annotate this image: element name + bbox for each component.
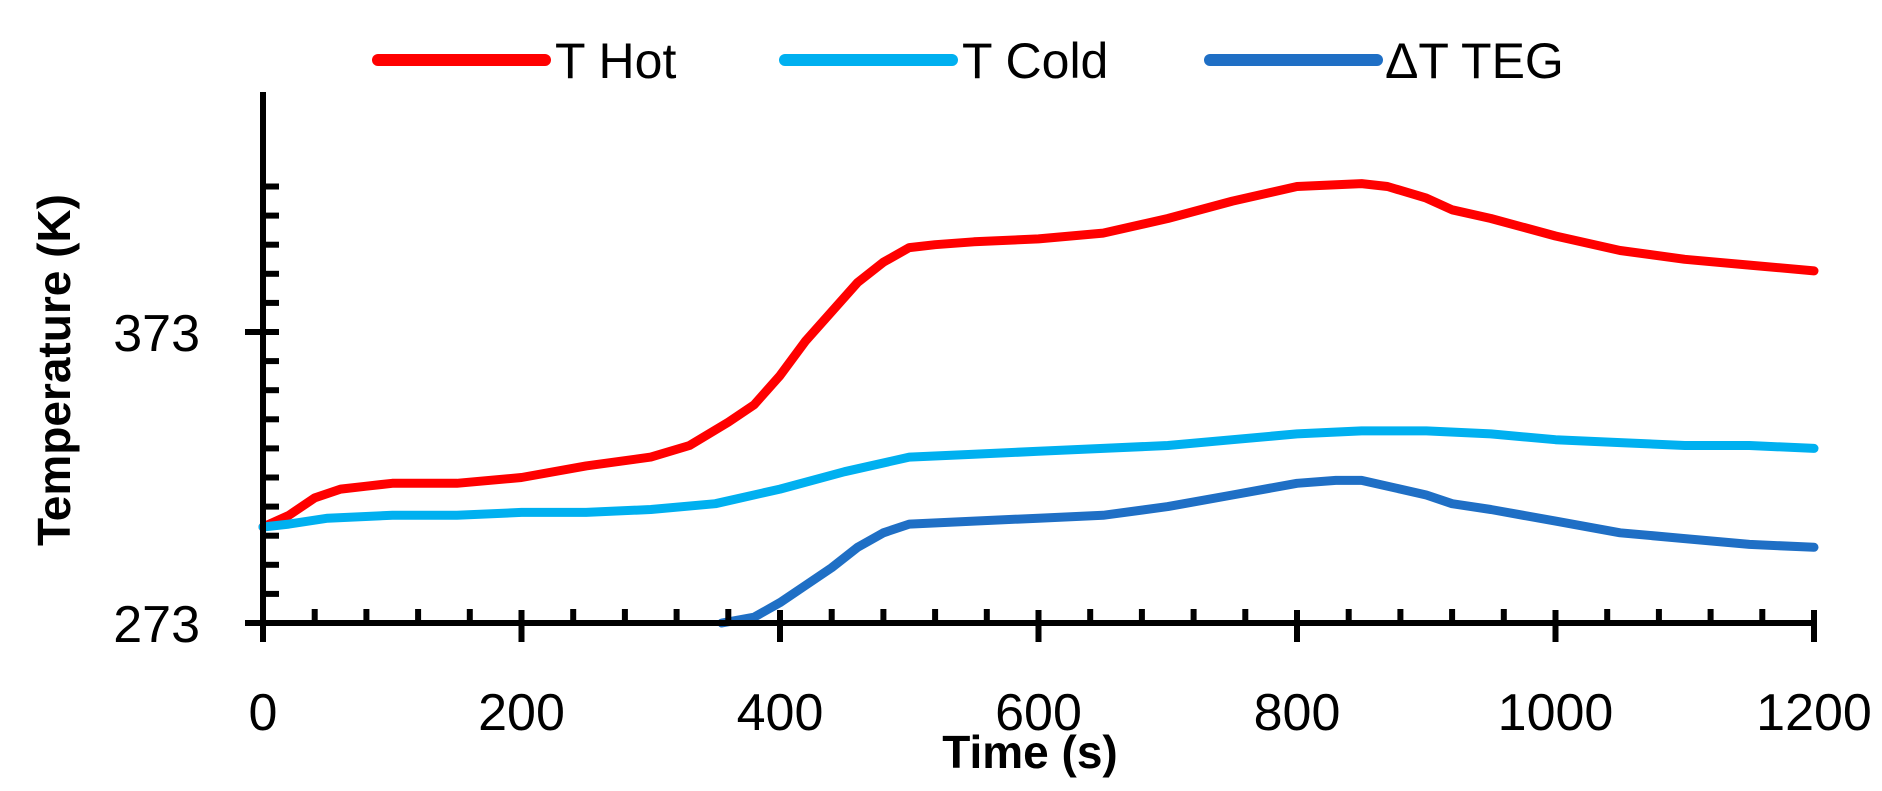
x-tick-label: 1200 (1756, 684, 1872, 742)
y-tick-label: 273 (113, 596, 200, 654)
x-tick-label: 400 (737, 684, 824, 742)
x-axis-title: Time (s) (942, 726, 1118, 778)
series-line-1 (258, 426, 1819, 532)
x-tick-label: 800 (1254, 684, 1341, 742)
x-tick-label: 200 (478, 684, 565, 742)
series-layer (258, 179, 1819, 628)
x-tick-label: 600 (995, 684, 1082, 742)
x-tick-label: 0 (249, 684, 278, 742)
y-axis-title: Temperature (K) (28, 194, 80, 546)
axes-layer: 273 373 0 200 400 600 800 1000 1200 (113, 92, 1872, 742)
legend: T Hot T Cold ΔT TEG (372, 33, 1564, 89)
x-tick-label: 1000 (1498, 684, 1614, 742)
legend-label-1: T Cold (962, 33, 1108, 89)
legend-label-0: T Hot (555, 33, 676, 89)
series-line-0 (258, 179, 1819, 532)
series-line-2 (717, 475, 1819, 628)
y-tick-label: 373 (113, 305, 200, 363)
legend-label-2: ΔT TEG (1385, 33, 1564, 89)
